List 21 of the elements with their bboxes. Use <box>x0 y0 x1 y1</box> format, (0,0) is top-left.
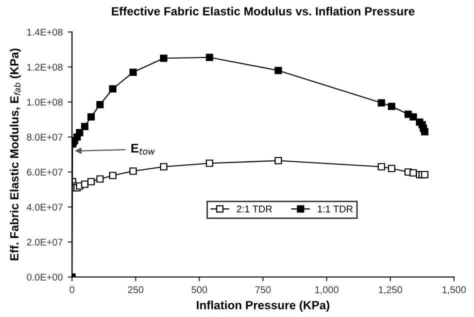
x-tick-label: 500 <box>192 286 208 294</box>
y-tick-label: 1.0E+08 <box>27 98 63 106</box>
x-tick-label: 0 <box>70 286 74 294</box>
y-tick-label: 8.0E+07 <box>26 134 62 141</box>
y-tick-label: 1.2E+08 <box>27 64 63 71</box>
x-tick-label: 1,250 <box>378 286 402 294</box>
y-tick-label: 4.0E+07 <box>26 204 62 211</box>
chart-title: Effective Fabric Elastic Modulus vs. Inflation Pressure <box>112 6 414 16</box>
y-tick-label: 1.4E+08 <box>27 28 63 36</box>
y-tick-label: 0.0E+00 <box>26 274 63 281</box>
y-tick-label: 6.0E+07 <box>26 168 62 176</box>
x-tick-label: 1,500 <box>442 286 466 294</box>
annotation: E$_{tow}$ <box>131 144 155 155</box>
x-tick-label: 1,000 <box>315 286 338 294</box>
x-tick-label: 250 <box>128 286 144 294</box>
x-tick-label: 750 <box>255 286 271 294</box>
y-tick-label: 2.0E+07 <box>26 238 62 246</box>
legend-label: 2:1 TDR <box>236 206 272 212</box>
y-axis-title: Eff. Fabric Elastic Modulus, E$_{fab}$ (KPa) <box>10 48 21 260</box>
x-axis-title: Inflation Pressure (KPa) <box>196 300 330 312</box>
legend-label: 1:1 TDR <box>318 206 353 212</box>
